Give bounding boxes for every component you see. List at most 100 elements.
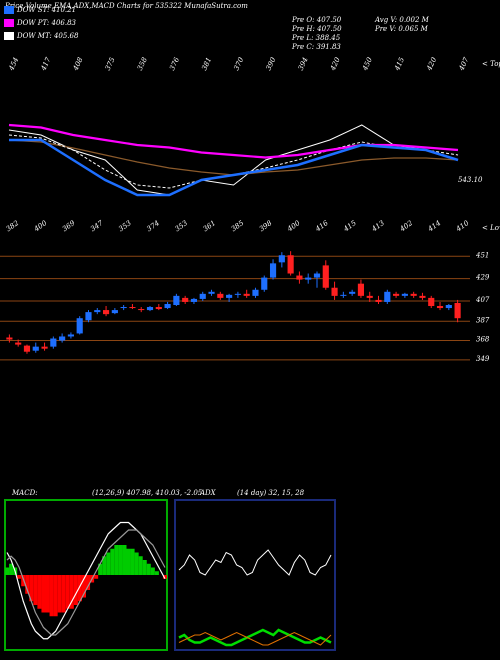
candle-body	[111, 310, 118, 314]
candle-body	[436, 306, 444, 309]
candle-body	[155, 307, 162, 310]
candle-body	[129, 307, 136, 309]
histogram-bar	[5, 567, 10, 575]
histogram-bar	[29, 575, 34, 602]
candle-body	[32, 346, 39, 351]
top-label: 376	[168, 56, 181, 72]
candle-body	[23, 345, 31, 352]
top-label: 454	[7, 56, 20, 72]
candle-body	[6, 337, 13, 340]
histogram-bar	[138, 556, 143, 575]
histogram-bar	[94, 575, 99, 579]
candle-body	[138, 309, 145, 311]
candle-body	[50, 338, 57, 347]
histogram-bar	[65, 575, 70, 609]
candle-body	[234, 293, 241, 295]
legend-entry: DOW PT: 406.83	[16, 19, 77, 27]
candle-body	[340, 294, 347, 296]
panel-frame	[174, 499, 336, 651]
candle-body	[393, 293, 400, 296]
candle-body	[94, 310, 101, 313]
candle-body	[208, 291, 215, 294]
top-label: 370	[232, 56, 245, 72]
last-label: 543.10	[458, 176, 483, 184]
candle-body	[331, 287, 338, 296]
side-label: < Tops	[482, 60, 500, 68]
histogram-bar	[162, 575, 167, 579]
candle-body	[384, 291, 391, 302]
histogram-bar	[69, 575, 74, 609]
top-label: 420	[425, 56, 439, 73]
low-label: 353	[117, 219, 133, 234]
candle-body	[182, 297, 189, 302]
top-label: 381	[200, 56, 213, 72]
top-label: 390	[265, 56, 278, 72]
histogram-bar	[57, 575, 62, 613]
histogram-bar	[142, 560, 147, 575]
series-line	[178, 631, 332, 646]
histogram-bar	[86, 575, 91, 590]
price-stat: Pre H: 407.50	[291, 25, 342, 33]
histogram-bar	[49, 575, 54, 617]
candle-body	[269, 263, 277, 278]
histogram-bar	[110, 548, 115, 575]
candle-body	[261, 277, 268, 290]
series-line	[6, 529, 166, 636]
histogram-bar	[134, 552, 139, 575]
histogram-bar	[122, 545, 127, 575]
low-label: 398	[258, 219, 274, 234]
low-label: 369	[61, 219, 77, 234]
histogram-bar	[106, 552, 111, 575]
candle-body	[190, 298, 198, 302]
candle-body	[67, 334, 74, 337]
top-label: 407	[457, 56, 471, 73]
candle-body	[410, 293, 417, 296]
candle-body	[102, 310, 110, 315]
y-tick-label: 387	[476, 316, 490, 324]
histogram-bar	[126, 548, 131, 575]
price-stat: Pre O: 407.50	[291, 16, 342, 24]
top-label: 375	[104, 56, 117, 72]
low-label: 374	[145, 219, 161, 233]
series-line	[178, 549, 332, 576]
histogram-bar	[61, 575, 66, 613]
series-line	[8, 123, 459, 159]
volume-stat: Avg V: 0.002 M	[374, 16, 430, 24]
panel-params: (14 day) 32, 15, 28	[237, 489, 305, 497]
panel-params: (12,26,9) 407.98, 410.03, -2.05	[92, 489, 203, 497]
histogram-bar	[73, 575, 78, 605]
histogram-bar	[77, 575, 82, 602]
histogram-bar	[81, 575, 86, 598]
y-tick-label: 451	[475, 251, 489, 259]
legend-swatch	[4, 6, 14, 14]
candle-body	[357, 283, 365, 296]
legend-swatch	[4, 32, 14, 40]
price-stat: Pre C: 391.83	[291, 43, 341, 51]
candle-body	[164, 303, 171, 309]
candle-body	[76, 318, 83, 334]
candle-body	[252, 289, 259, 296]
low-label: 382	[5, 219, 21, 234]
page-title: Price,Volume,EMA,ADX,MACD Charts for 535…	[4, 2, 248, 10]
side-label: < Lows	[482, 224, 500, 232]
y-tick-label: 349	[476, 355, 490, 363]
histogram-bar	[53, 575, 58, 617]
top-label: 415	[393, 56, 407, 73]
candle-body	[226, 294, 233, 298]
y-tick-label: 407	[475, 296, 490, 304]
top-label: 450	[361, 56, 375, 73]
histogram-bar	[37, 575, 42, 609]
price-stat: Pre L: 388.45	[291, 34, 341, 42]
candle-body	[313, 273, 321, 278]
y-tick-label: 368	[476, 336, 490, 344]
top-label: 417	[39, 56, 53, 73]
low-label: 410	[454, 219, 471, 234]
legend-entry: DOW MT: 405.68	[16, 32, 79, 40]
top-label: 358	[136, 56, 149, 72]
low-label: 400	[32, 219, 49, 234]
top-label: 408	[71, 56, 85, 73]
panel-title: MACD:	[11, 489, 38, 497]
candle-body	[217, 293, 224, 298]
